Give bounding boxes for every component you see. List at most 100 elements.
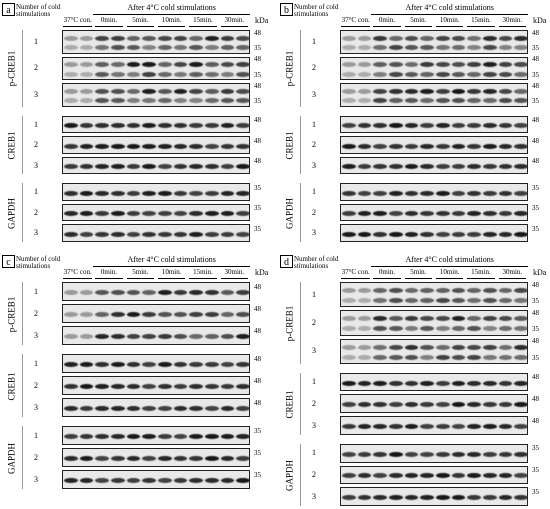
band <box>158 362 172 367</box>
band <box>483 495 497 501</box>
band <box>342 164 356 170</box>
band <box>79 190 94 196</box>
band <box>451 98 466 104</box>
band <box>142 290 156 295</box>
band <box>357 380 372 386</box>
band <box>451 380 466 386</box>
blot-strip <box>62 304 250 323</box>
band <box>236 211 249 217</box>
treatment-label: After 4°C cold stimulations <box>127 255 216 264</box>
band <box>420 143 434 149</box>
kda-marker: 35 <box>532 297 539 306</box>
band <box>220 71 235 77</box>
band <box>389 354 403 360</box>
band <box>389 344 403 350</box>
band <box>111 334 125 339</box>
band <box>111 478 125 483</box>
band <box>436 298 450 304</box>
row-number: 3 <box>312 90 316 100</box>
band <box>158 211 172 217</box>
band <box>142 62 156 68</box>
band <box>64 71 78 77</box>
band <box>498 380 513 386</box>
band <box>64 362 78 367</box>
band <box>342 231 356 237</box>
kda-marker: 48 <box>254 376 261 385</box>
band <box>126 406 141 411</box>
band <box>498 35 513 41</box>
time-label: 10min. <box>439 16 460 24</box>
band <box>111 434 125 439</box>
band <box>342 326 356 332</box>
band <box>389 298 403 304</box>
panel-label: a <box>2 3 15 16</box>
kda-marker: 48 <box>532 309 539 318</box>
kda-marker: 48 <box>532 81 539 90</box>
row-number: 1 <box>34 286 38 296</box>
band <box>357 288 372 294</box>
time-label: 15min. <box>193 268 213 276</box>
band <box>389 164 403 170</box>
kda-marker: 35 <box>254 448 261 457</box>
band <box>483 326 497 332</box>
band <box>498 316 513 322</box>
band <box>373 354 387 360</box>
band <box>357 424 372 430</box>
panel-label: c <box>2 255 15 268</box>
group-label: CREB1 <box>284 390 295 419</box>
band <box>467 473 481 479</box>
group-bracket <box>22 426 23 489</box>
band <box>404 71 419 77</box>
band <box>467 451 481 457</box>
band <box>373 380 387 386</box>
band <box>142 143 156 149</box>
row-number: 1 <box>312 119 316 129</box>
band <box>111 190 125 196</box>
band <box>95 35 109 41</box>
band <box>451 211 466 217</box>
band <box>189 434 203 439</box>
band <box>373 326 387 332</box>
band <box>389 143 403 149</box>
band <box>111 123 125 129</box>
band <box>189 362 203 367</box>
band <box>205 62 219 68</box>
band <box>373 424 387 430</box>
band <box>514 402 527 408</box>
band <box>498 495 513 501</box>
band <box>64 98 78 104</box>
band <box>220 143 235 149</box>
time-label: 0min. <box>100 16 118 24</box>
band <box>404 402 419 408</box>
band <box>389 326 403 332</box>
band <box>64 62 78 68</box>
band <box>173 164 188 170</box>
kda-marker: 35 <box>532 224 539 233</box>
blot-strip <box>62 224 250 242</box>
band <box>404 298 419 304</box>
band <box>483 354 497 360</box>
band <box>451 344 466 350</box>
blot-strip <box>340 56 528 81</box>
row-number: 3 <box>34 228 38 238</box>
band <box>420 71 434 77</box>
band <box>498 344 513 350</box>
row-number: 1 <box>312 377 316 387</box>
band <box>220 35 235 41</box>
row-number: 1 <box>312 289 316 299</box>
band <box>451 473 466 479</box>
blot-strip <box>62 83 250 107</box>
kda-marker: 35 <box>532 70 539 79</box>
row-number: 1 <box>34 187 38 197</box>
kda-marker: 35 <box>254 97 261 106</box>
blot-strip <box>62 30 250 54</box>
kda-marker: 48 <box>254 116 261 125</box>
band <box>64 45 78 51</box>
band <box>64 123 78 129</box>
band <box>483 45 497 51</box>
band <box>357 35 372 41</box>
band <box>451 35 466 41</box>
band <box>189 211 203 217</box>
band <box>514 316 527 322</box>
band <box>111 71 125 77</box>
